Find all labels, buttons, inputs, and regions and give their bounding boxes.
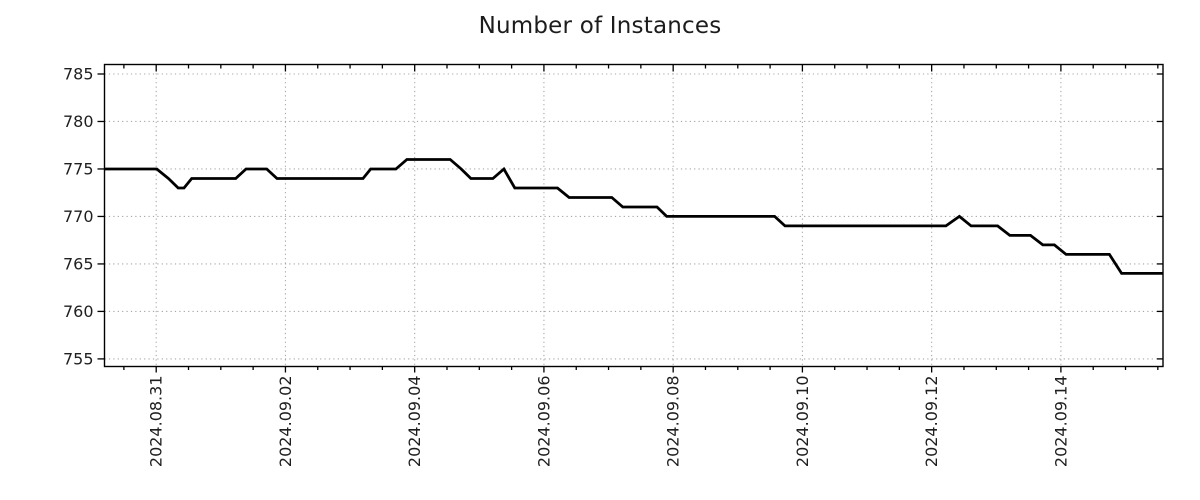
y-tick-label: 775: [63, 159, 94, 178]
data-line: [104, 158, 1163, 275]
grid-lines: [104, 64, 1163, 367]
y-tick-label: 760: [63, 302, 94, 321]
y-tick-label: 765: [63, 254, 94, 273]
x-tick-label: 2024.09.10: [793, 376, 812, 468]
x-tick-label: 2024.09.02: [276, 376, 295, 468]
y-tick-label: 780: [63, 112, 94, 131]
axis-ticks: [97, 64, 1163, 373]
y-tick-label: 755: [63, 349, 94, 368]
y-tick-labels: 755 760 765 770 775 780 785: [63, 64, 94, 368]
x-tick-labels: 2024.08.31 2024.09.02 2024.09.04 2024.09.06…: [147, 376, 1071, 468]
y-tick-label: 785: [63, 64, 94, 83]
x-tick-label: 2024.09.06: [534, 376, 553, 468]
x-tick-label: 2024.09.12: [922, 376, 941, 468]
x-tick-label: 2024.08.31: [147, 376, 166, 468]
x-tick-label: 2024.09.08: [664, 376, 683, 468]
plot-border: [103, 63, 1164, 368]
y-tick-label: 770: [63, 207, 94, 226]
chart-title: Number of Instances: [478, 13, 722, 39]
x-tick-label: 2024.09.04: [405, 376, 424, 468]
x-tick-label: 2024.09.14: [1051, 376, 1070, 468]
